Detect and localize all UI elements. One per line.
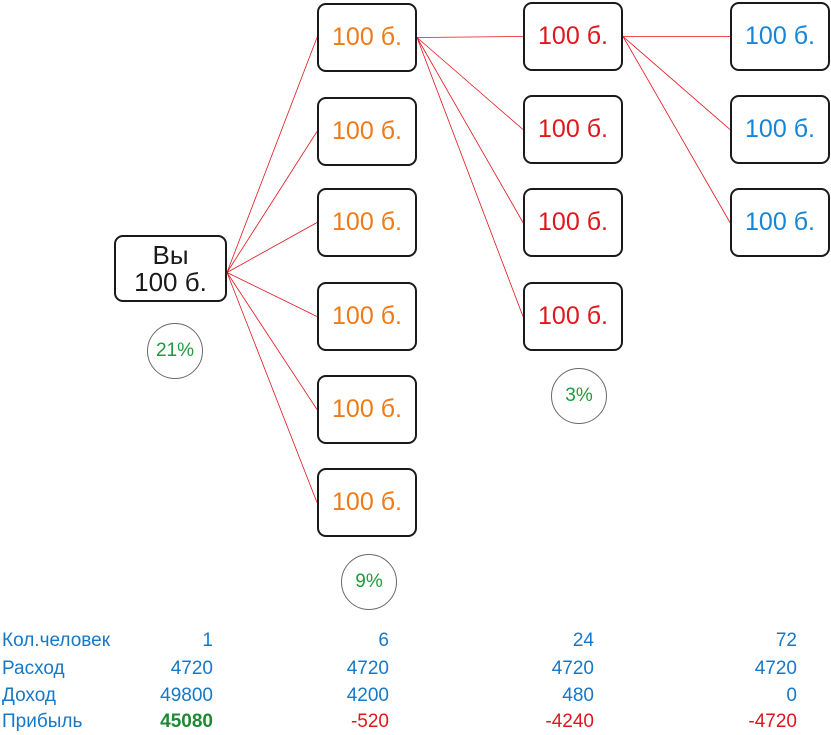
connector-line: [416, 37, 524, 223]
level3-node: 100 б.: [730, 188, 830, 257]
table-cell-negative: -4720: [748, 711, 797, 732]
table-row-expense: Расход 4720 4720 4720 4720: [0, 656, 831, 682]
table-cell-negative: -4240: [545, 711, 594, 732]
table-row-income: Доход 49800 4200 480 0: [0, 683, 831, 709]
connector-line: [226, 37, 318, 273]
level1-node: 100 б.: [317, 3, 417, 72]
table-cell-negative: -520: [350, 711, 389, 732]
percent-badge-level0: 21%: [147, 323, 203, 379]
level2-node: 100 б.: [523, 282, 623, 351]
level1-node: 100 б.: [317, 468, 417, 537]
table-cell: 4200: [346, 685, 389, 706]
level1-node: 100 б.: [317, 282, 417, 351]
level2-node: 100 б.: [523, 188, 623, 257]
level1-node: 100 б.: [317, 188, 417, 257]
table-cell: 4720: [346, 658, 389, 679]
percent-badge-level2: 3%: [551, 368, 607, 424]
level3-node: 100 б.: [730, 95, 830, 164]
level3-node: 100 б.: [730, 2, 830, 71]
table-cell: 480: [562, 685, 594, 706]
row-label: Расход: [2, 658, 65, 679]
table-cell: 24: [572, 630, 594, 651]
table-cell: 72: [775, 630, 797, 651]
level2-node: 100 б.: [523, 2, 623, 71]
connector-line: [226, 131, 318, 273]
root-node: Вы 100 б.: [114, 235, 227, 302]
table-cell: 4720: [170, 658, 213, 679]
row-label: Кол.человек: [2, 630, 111, 651]
row-label: Доход: [2, 685, 56, 706]
percent-badge-level1: 9%: [341, 554, 397, 610]
connector-line: [226, 272, 318, 317]
connector-line: [416, 36, 524, 38]
table-cell: 49800: [160, 685, 213, 706]
connector-line: [226, 272, 318, 410]
table-cell: 6: [378, 630, 389, 651]
level1-node: 100 б.: [317, 375, 417, 444]
table-cell-positive: 45080: [160, 711, 213, 732]
table-row-people: Кол.человек 1 6 24 72: [0, 628, 831, 654]
connector-line: [416, 37, 524, 130]
root-label: Вы: [152, 239, 189, 270]
connector-line: [622, 36, 731, 130]
connector-line: [226, 222, 318, 273]
connector-line: [622, 36, 731, 223]
connector-line: [416, 37, 524, 317]
table-cell: 4720: [754, 658, 797, 679]
level2-node: 100 б.: [523, 95, 623, 164]
row-label: Прибыль: [2, 711, 83, 732]
table-cell: 0: [786, 685, 797, 706]
table-cell: 4720: [551, 658, 594, 679]
connector-line: [226, 272, 318, 503]
level1-node: 100 б.: [317, 97, 417, 166]
table-cell: 1: [202, 630, 213, 651]
table-row-profit: Прибыль 45080 -520 -4240 -4720: [0, 709, 831, 735]
root-value: 100 б.: [134, 266, 207, 297]
